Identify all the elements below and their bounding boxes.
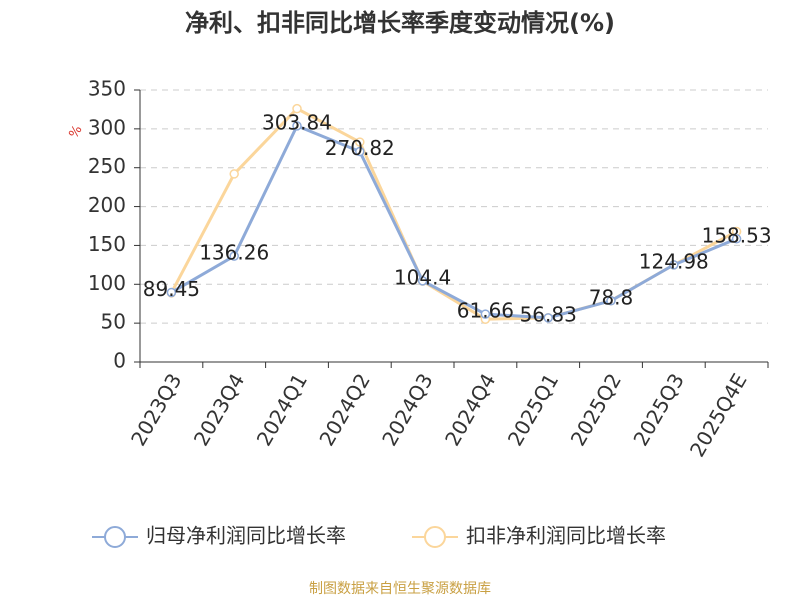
x-tick-label: 2025Q1 [503,369,563,450]
y-tick-label: 350 [88,77,126,101]
point [229,169,239,179]
legend-marker [104,526,126,548]
y-tick-label: 150 [88,232,126,256]
x-tick-label: 2025Q4E [685,369,752,461]
data-label: 61.66 [457,299,514,323]
chart-title: 净利、扣非同比增长率季度变动情况(%) [185,9,615,37]
point [229,251,239,261]
x-tick-label: 2025Q2 [566,369,626,450]
x-tick-label: 2023Q3 [126,369,186,450]
y-tick-label: 300 [88,115,126,139]
point [417,276,428,286]
x-tick-label: 2024Q3 [377,369,437,450]
point [543,313,553,323]
point [606,296,616,306]
series-line [170,123,738,320]
point [355,146,365,157]
point [292,121,302,131]
point [669,260,679,270]
point [355,137,365,147]
source-note: 制图数据来自恒生聚源数据库 [309,581,491,597]
data-label: 303.84 [262,110,332,134]
data-label: 158.53 [702,223,772,247]
data-label: 89.45 [143,277,200,301]
data-label: 78.8 [589,285,634,309]
point [731,234,742,244]
x-tick-label: 2024Q4 [440,369,500,450]
legend-item[interactable]: 归母净利润同比增长率 [92,524,346,548]
legend-label: 归母净利润同比增长率 [146,524,346,548]
legend-item[interactable]: 扣非净利润同比增长率 [412,524,666,548]
x-tick-label: 2025Q3 [628,369,688,450]
point [166,287,177,298]
point [292,103,302,114]
legend-marker [424,526,446,548]
data-label: 124.98 [639,249,709,273]
y-tick-label: 50 [101,310,126,334]
x-tick-label: 2024Q1 [252,369,312,450]
y-tick-label: 200 [88,193,126,217]
point [480,309,491,319]
data-label: 56.83 [520,302,577,326]
data-label: 104.4 [394,265,451,289]
y-tick-label: 100 [88,271,126,295]
y-axis-label: % [66,123,85,141]
data-label: 270.82 [325,136,395,160]
x-tick-label: 2023Q4 [189,369,249,450]
y-tick-label: 0 [113,349,126,373]
legend-label: 扣非净利润同比增长率 [466,524,666,548]
x-tick-label: 2024Q2 [314,369,374,450]
y-tick-label: 250 [88,154,126,178]
data-label: 136.26 [199,241,269,265]
